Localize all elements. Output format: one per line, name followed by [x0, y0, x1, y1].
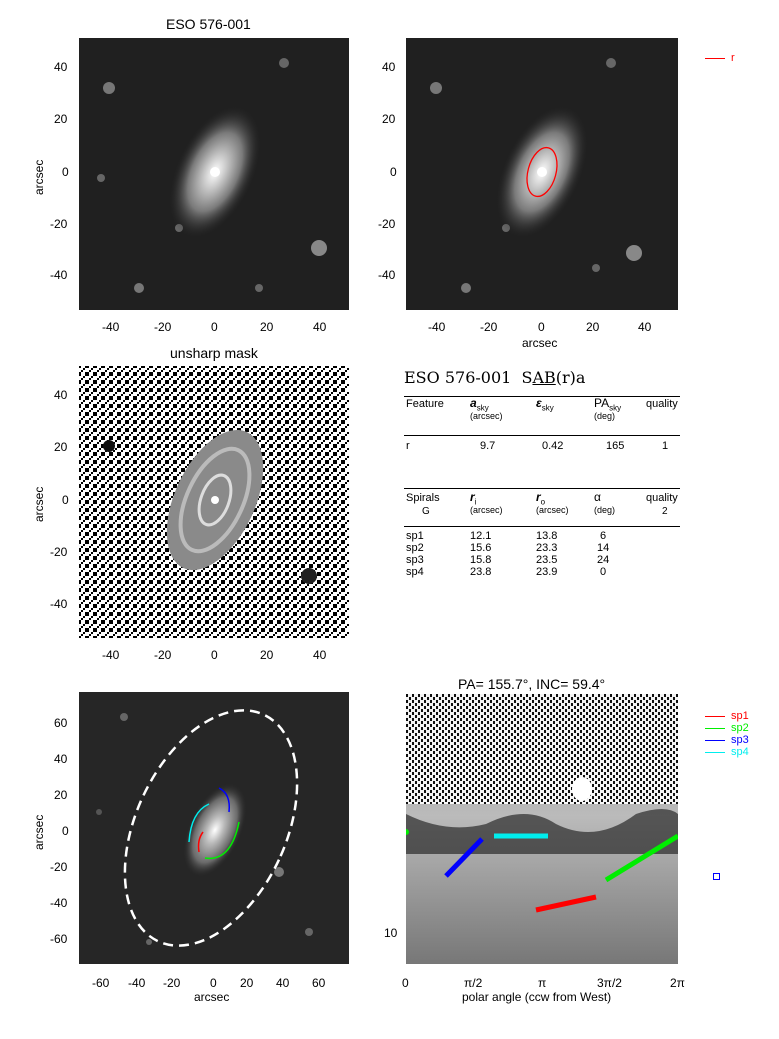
galaxy-image-top-left [79, 38, 349, 310]
spiral-row-ro: 23.3 [536, 542, 558, 554]
polar-plot-image [406, 694, 678, 964]
legend-sp4: sp4 [731, 746, 749, 758]
header-feature: Feature [406, 398, 444, 410]
header-ri-units: (arcsec) [470, 505, 503, 515]
sp2-line [604, 833, 678, 883]
galaxy-image-bot-left [79, 692, 349, 964]
header-alpha: α [594, 490, 601, 504]
legend-sp2: sp2 [731, 722, 749, 734]
spiral-quality-val: 2 [662, 506, 668, 517]
header-a-units: (arcsec) [470, 411, 503, 421]
spiral-row-name: sp1 [406, 530, 424, 542]
spiral-row-name: sp4 [406, 566, 424, 578]
spiral-row-ri: 15.6 [470, 542, 492, 554]
xlabel-top-right: arcsec [522, 336, 558, 350]
ylabel-bot-left: arcsec [32, 814, 46, 850]
unsharp-mask-image [79, 366, 349, 638]
xlabel-bot-left: arcsec [194, 990, 230, 1004]
header-ri: ri [470, 490, 477, 507]
spiral-row-ro: 23.9 [536, 566, 558, 578]
spiral-arm-sp3 [218, 787, 231, 813]
feature-row-a: 9.7 [480, 440, 496, 452]
spiral-row-ro: 13.8 [536, 530, 558, 542]
spiral-row-ro: 23.5 [536, 554, 558, 566]
type-suffix: (r)a [555, 368, 586, 387]
spiral-table: Spirals G ri (arcsec) ro (arcsec) α (deg… [404, 488, 680, 588]
title-bot-right: PA= 155.7°, INC= 59.4° [458, 676, 606, 692]
ylabel-top-left: arcsec [32, 159, 46, 195]
type-bar: AB [532, 368, 556, 387]
spiral-row-alpha: 6 [600, 530, 607, 542]
sp1-line [535, 894, 597, 913]
type-prefix: S [521, 368, 533, 387]
header-quality: quality [646, 398, 678, 410]
spiral-row-alpha: 14 [597, 542, 610, 554]
square-marker-icon [713, 873, 720, 880]
xlabel-bot-right: polar angle (ccw from West) [462, 990, 612, 1004]
spiral-head-g: G [422, 506, 430, 517]
feature-row-quality: 1 [662, 440, 669, 452]
spiral-row-name: sp2 [406, 542, 424, 554]
title-unsharp-mask: unsharp mask [170, 345, 258, 361]
header-ro: ro [536, 490, 546, 507]
legend-sp1: sp1 [731, 710, 749, 722]
spiral-row-ri: 12.1 [470, 530, 492, 542]
feature-row-pa: 165 [606, 440, 625, 452]
header-a-sky: asky [470, 396, 489, 413]
spiral-row-alpha: 24 [597, 554, 610, 566]
ytick-bot-right: 10 [384, 926, 398, 940]
galaxy-name: ESO 576-001 [404, 368, 512, 387]
spiral-row-alpha: 0 [600, 566, 607, 578]
header-pa-units: (deg) [594, 411, 616, 421]
legend-label-r: r [731, 52, 735, 64]
ylabel-mid-left: arcsec [32, 486, 46, 522]
spiral-head: Spirals [406, 492, 440, 504]
spiral-row-ri: 23.8 [470, 566, 492, 578]
sp3-line [444, 837, 484, 878]
header-ro-units: (arcsec) [536, 505, 569, 515]
header-eps-sky: εsky [536, 396, 554, 413]
spiral-table-rule [404, 526, 680, 527]
spiral-arm-sp1 [197, 831, 204, 853]
ring-r-ellipse [526, 146, 558, 198]
feature-table-top-rule [404, 396, 680, 397]
classification-heading: ESO 576-001 SAB(r)a [404, 368, 585, 387]
spiral-arm-sp2 [204, 821, 240, 860]
feature-table: Feature asky (arcsec) εsky PAsky (deg) q… [404, 396, 680, 456]
spiral-row-ri: 15.8 [470, 554, 492, 566]
feature-table-rule [404, 435, 680, 436]
spiral-arm-sp4 [188, 803, 210, 843]
legend-sp3: sp3 [731, 734, 749, 746]
spiral-row-name: sp3 [406, 554, 424, 566]
header-alpha-units: (deg) [594, 505, 616, 515]
title-top-left: ESO 576-001 [166, 16, 251, 32]
galaxy-image-top-right [406, 38, 678, 310]
feature-row-name: r [406, 440, 410, 452]
legend-bot-right: sp1 sp2 sp3 sp4 [705, 710, 765, 770]
spiral-quality-head: quality [646, 492, 678, 504]
header-pa-sky: PAsky [594, 396, 622, 413]
feature-row-eps: 0.42 [542, 440, 564, 452]
spiral-table-top-rule [404, 488, 680, 489]
